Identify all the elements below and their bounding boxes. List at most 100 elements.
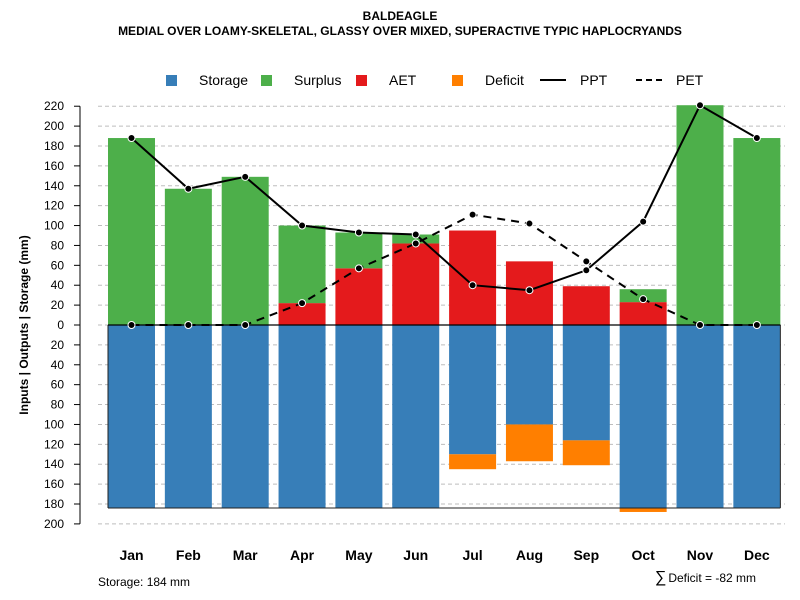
ppt-point [127,134,136,143]
y-tick-label: 0 [57,318,64,332]
storage-summary: Storage: 184 mm [98,575,191,589]
chart-title: BALDEAGLE [362,9,438,23]
y-tick-label: 40 [51,278,65,292]
y-tick-label: 60 [51,258,65,272]
x-tick-label: Nov [687,547,714,563]
storage-bar [108,325,155,508]
y-tick-label: 80 [51,238,65,252]
ppt-point [468,281,477,290]
legend-storage-swatch [166,74,177,86]
ppt-point [241,172,250,181]
legend-deficit: Deficit [452,70,524,90]
x-tick-label: Jun [403,547,428,563]
storage-bar [733,325,781,508]
surplus-bar [733,138,781,325]
ppt-point [354,228,363,237]
y-tick-label: 200 [44,119,64,133]
surplus-bar [164,188,212,325]
aet-bar [449,230,497,325]
pet-point [354,264,363,273]
y-tick-label: 140 [44,457,64,471]
x-tick-label: Aug [516,547,543,563]
storage-bar [676,325,724,508]
ppt-point [298,221,307,230]
y-tick-label: 220 [44,99,64,113]
y-tick-label: 20 [51,338,65,352]
x-tick-label: Oct [631,547,655,563]
pet-line [131,213,757,326]
pet-point [184,321,193,329]
storage-bar [221,325,269,508]
deficit-bar [619,507,667,512]
storage-bar [278,325,326,508]
y-tick-label: 200 [44,517,64,531]
aet-bar [619,302,667,325]
surplus-bar [108,138,155,325]
legend-pet: PET [636,70,703,90]
surplus-bar [221,176,269,325]
legend-surplus-label: Surplus [294,72,342,88]
x-tick-label: Jul [462,547,482,563]
ppt-point [752,134,761,143]
x-tick-label: Dec [744,547,770,563]
legend-storage-label: Storage [199,72,249,88]
legend-pet-label: PET [676,72,704,88]
storage-bar [449,325,497,455]
y-tick-label: 60 [51,378,65,392]
sigma-symbol: ∑ [654,569,667,586]
legend-aet-label: AET [389,72,417,88]
deficit-summary-text: Deficit = -82 mm [668,571,756,585]
ppt-point [411,230,420,239]
legend-storage: Storage [166,70,248,90]
legend-surplus-swatch [261,74,272,86]
y-tick-label: 160 [44,159,64,173]
pet-point [411,239,420,248]
deficit-bar [449,454,497,470]
legend: Storage Surplus AET Deficit PPT PET [0,70,800,90]
y-tick-label: 20 [51,298,65,312]
pet-point [468,210,477,219]
pet-point [752,321,761,329]
deficit-summary: ∑ Deficit = -82 mm [655,569,756,587]
legend-aet: AET [356,70,416,90]
y-tick-label: 100 [44,219,64,233]
x-tick-label: Feb [176,547,201,563]
surplus-bar [335,232,383,269]
pet-point [696,321,704,329]
x-tick-label: Jan [119,547,143,563]
y-tick-label: 160 [44,477,64,491]
legend-aet-swatch [356,74,367,86]
y-tick-label: 120 [44,437,64,451]
x-tick-label: May [345,547,372,563]
x-tick-label: Sep [573,547,599,563]
y-tick-label: 180 [44,139,64,153]
ppt-point [525,286,534,295]
pet-point [241,321,250,329]
pet-point [127,321,136,329]
y-tick-label: 180 [44,497,64,511]
y-tick-label: 40 [51,358,65,372]
y-axis-label: Inputs | Outputs | Storage (mm) [17,235,31,414]
aet-bar [562,286,610,325]
aet-bar [392,243,440,325]
storage-bar [619,325,667,508]
surplus-bar [278,225,326,304]
ppt-point [639,217,648,226]
aet-bar [335,268,383,325]
legend-ppt-label: PPT [580,72,608,88]
storage-bar [505,325,553,425]
storage-bar [164,325,212,508]
ppt-point [696,101,704,110]
y-tick-label: 80 [51,398,65,412]
storage-bar [335,325,383,508]
ppt-point [184,184,193,193]
pet-point [525,219,534,228]
ppt-point [582,266,591,275]
y-tick-label: 100 [44,417,64,431]
surplus-bar [392,234,440,244]
y-tick-label: 140 [44,179,64,193]
legend-deficit-swatch [452,74,463,86]
storage-bar [562,325,610,441]
legend-ppt-line [540,79,566,81]
